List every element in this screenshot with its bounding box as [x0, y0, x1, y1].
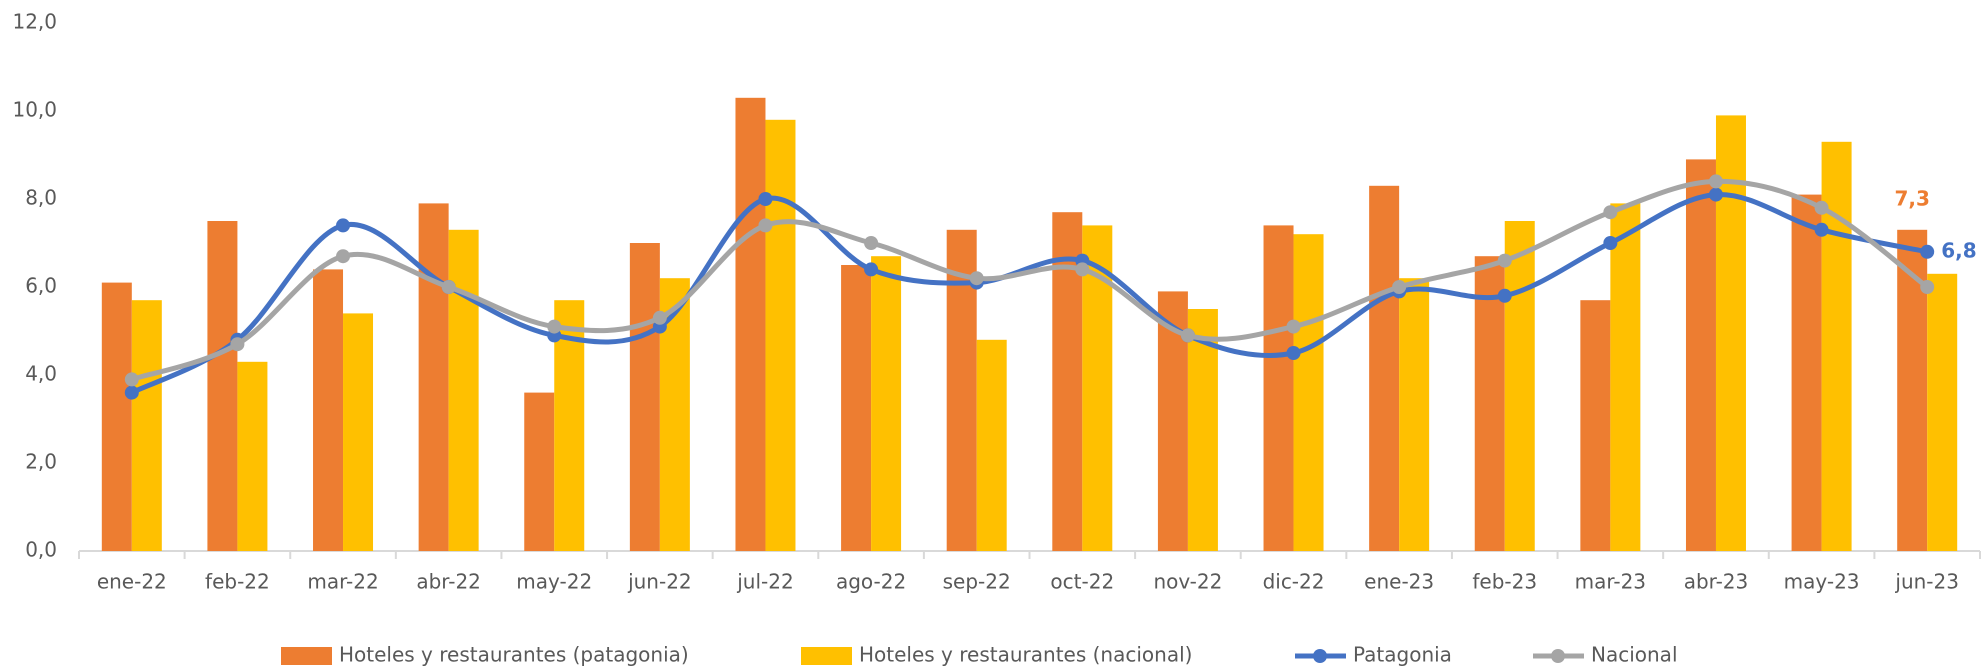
- bar: [629, 243, 660, 551]
- x-tick-label: dic-22: [1263, 570, 1325, 594]
- bar: [524, 392, 555, 551]
- data-label: 7,3: [1894, 186, 1929, 210]
- bar: [207, 221, 238, 551]
- x-tick-label: mar-22: [307, 570, 378, 594]
- point: [124, 372, 139, 387]
- x-tick-label: may-23: [1784, 570, 1860, 594]
- y-tick-label: 10,0: [12, 98, 57, 122]
- bar: [1399, 278, 1430, 551]
- bar: [1610, 203, 1641, 551]
- point: [124, 385, 139, 400]
- legend-label: Nacional: [1591, 643, 1678, 667]
- bar: [1685, 159, 1716, 551]
- point: [1286, 319, 1301, 334]
- bar: [1715, 115, 1746, 552]
- legend-label: Hoteles y restaurantes (patagonia): [339, 643, 689, 667]
- point: [1708, 187, 1723, 202]
- point: [652, 310, 667, 325]
- y-tick-label: 8,0: [25, 186, 57, 210]
- bar: [418, 203, 449, 551]
- x-tick-label: jun-22: [627, 570, 692, 594]
- bar: [765, 119, 796, 552]
- data-label: 6,8: [1941, 238, 1976, 262]
- point: [1814, 222, 1829, 237]
- bar: [1791, 194, 1822, 551]
- bar: [1504, 221, 1535, 551]
- y-tick-label: 12,0: [12, 10, 57, 34]
- x-tick-label: oct-22: [1050, 570, 1114, 594]
- legend-swatch: [801, 647, 852, 665]
- legend-label: Patagonia: [1353, 643, 1452, 667]
- point: [1075, 262, 1090, 277]
- point: [1392, 280, 1407, 294]
- legend-marker: [1551, 649, 1565, 663]
- point: [441, 280, 456, 294]
- bar: [313, 269, 344, 551]
- bar: [976, 339, 1007, 551]
- bar: [735, 97, 766, 552]
- bar: [1187, 309, 1218, 551]
- bar: [871, 256, 902, 551]
- x-tick-label: sep-22: [943, 570, 1011, 594]
- bar: [1474, 256, 1505, 551]
- x-tick-label: ago-22: [836, 570, 906, 594]
- x-tick-label: nov-22: [1153, 570, 1222, 594]
- x-tick-label: jul-22: [736, 570, 793, 594]
- y-tick-label: 4,0: [25, 362, 57, 386]
- point: [547, 319, 562, 334]
- point: [1920, 280, 1935, 294]
- bar: [1369, 185, 1400, 552]
- point: [1708, 174, 1723, 189]
- x-tick-label: may-22: [516, 570, 592, 594]
- point: [1497, 288, 1512, 303]
- point: [1920, 244, 1935, 259]
- x-tick-label: ene-23: [1364, 570, 1434, 594]
- point: [1180, 328, 1195, 343]
- bar: [237, 361, 268, 551]
- bar: [841, 265, 872, 551]
- x-tick-label: abr-22: [416, 570, 481, 594]
- point: [1286, 346, 1301, 360]
- bar: [448, 229, 479, 552]
- x-tick-label: abr-23: [1684, 570, 1749, 594]
- x-tick-label: jun-23: [1894, 570, 1959, 594]
- legend-marker: [1313, 649, 1327, 663]
- bar: [101, 282, 132, 551]
- point: [230, 337, 245, 352]
- bar: [1580, 300, 1611, 551]
- y-tick-label: 6,0: [25, 274, 57, 298]
- point: [758, 192, 773, 206]
- bar: [343, 313, 374, 551]
- x-tick-label: feb-23: [1472, 570, 1537, 594]
- bar: [131, 300, 162, 551]
- x-tick-label: feb-22: [205, 570, 270, 594]
- legend-swatch: [281, 647, 332, 665]
- point: [336, 249, 351, 264]
- y-tick-label: 2,0: [25, 450, 57, 474]
- line: [129, 178, 1930, 382]
- point: [1603, 236, 1618, 250]
- bar: [1263, 225, 1294, 551]
- y-tick-label: 0,0: [25, 538, 57, 562]
- point: [1497, 253, 1512, 268]
- point: [336, 218, 351, 233]
- point: [969, 271, 984, 286]
- point: [758, 218, 773, 233]
- point: [1603, 205, 1618, 220]
- bar: [1293, 234, 1324, 551]
- legend-label: Hoteles y restaurantes (nacional): [859, 643, 1192, 667]
- point: [864, 236, 879, 250]
- line: [129, 192, 1930, 396]
- x-tick-label: ene-22: [97, 570, 167, 594]
- bar: [1927, 273, 1958, 551]
- point: [864, 262, 879, 277]
- point: [1814, 200, 1829, 215]
- x-tick-label: mar-23: [1575, 570, 1646, 594]
